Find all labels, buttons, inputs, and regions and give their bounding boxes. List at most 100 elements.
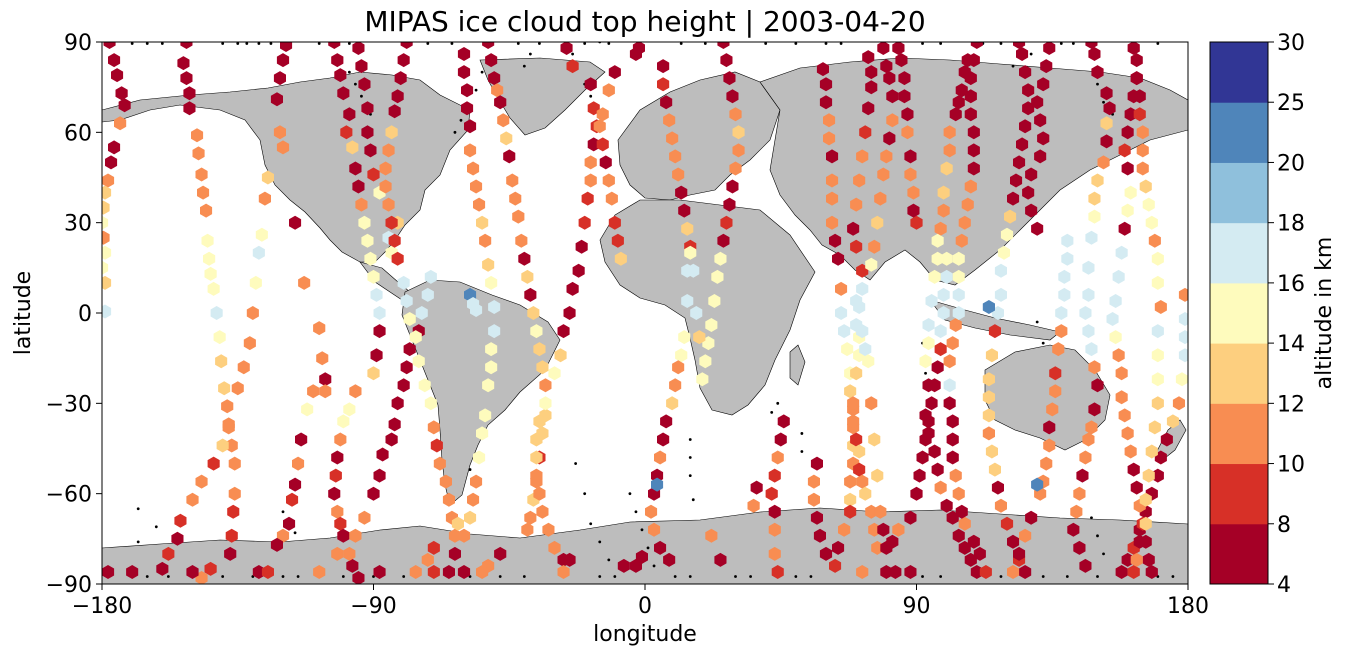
cloud-top-marker bbox=[602, 83, 615, 98]
cloud-top-marker bbox=[461, 101, 474, 116]
cloud-top-marker bbox=[720, 215, 733, 230]
cloud-top-marker bbox=[1025, 167, 1038, 182]
cloud-top-marker bbox=[807, 492, 820, 507]
cloud-top-marker bbox=[515, 233, 528, 248]
cloud-top-marker bbox=[1178, 312, 1188, 326]
colorbar-tick-label: 25 bbox=[1277, 91, 1305, 116]
cloud-top-marker bbox=[186, 565, 199, 579]
cloud-top-marker bbox=[952, 486, 965, 501]
cloud-top-marker bbox=[949, 468, 962, 483]
cloud-top-marker bbox=[224, 546, 237, 561]
cloud-top-marker bbox=[1139, 492, 1152, 507]
cloud-top-marker bbox=[931, 360, 944, 375]
no-cloud-dot bbox=[770, 410, 774, 414]
cloud-top-marker bbox=[883, 71, 896, 86]
cloud-top-marker bbox=[171, 531, 184, 546]
cloud-top-marker bbox=[1127, 462, 1140, 477]
cloud-top-marker bbox=[1160, 432, 1173, 447]
cloud-top-marker bbox=[901, 107, 914, 122]
colorbar-segment bbox=[1210, 463, 1268, 525]
cloud-top-marker bbox=[192, 146, 205, 161]
cloud-top-marker bbox=[1007, 534, 1020, 549]
cloud-top-marker bbox=[200, 203, 213, 218]
cloud-top-marker bbox=[566, 59, 579, 74]
cloud-top-marker bbox=[645, 504, 658, 519]
no-cloud-dot bbox=[800, 450, 804, 453]
cloud-top-marker bbox=[611, 233, 624, 248]
cloud-top-marker bbox=[982, 426, 995, 441]
cloud-top-marker bbox=[548, 540, 561, 555]
cloud-top-marker bbox=[252, 565, 265, 579]
no-cloud-dot bbox=[921, 575, 924, 578]
cloud-top-marker bbox=[102, 260, 109, 275]
cloud-top-marker bbox=[1166, 414, 1179, 429]
no-cloud-dot bbox=[145, 575, 149, 578]
no-cloud-dot bbox=[589, 522, 593, 526]
cloud-top-marker bbox=[922, 426, 935, 441]
cloud-top-marker bbox=[892, 42, 905, 55]
no-cloud-dot bbox=[166, 575, 170, 578]
cloud-top-marker bbox=[807, 474, 820, 489]
cloud-top-marker bbox=[527, 306, 540, 320]
cloud-top-marker bbox=[261, 170, 274, 185]
cloud-top-marker bbox=[934, 221, 947, 236]
cloud-top-marker bbox=[862, 354, 875, 369]
cloud-top-marker bbox=[723, 71, 736, 86]
cloud-top-marker bbox=[388, 104, 401, 119]
cloud-top-marker bbox=[657, 77, 670, 92]
cloud-top-marker bbox=[961, 197, 974, 212]
cloud-top-marker bbox=[473, 197, 486, 212]
no-cloud-dot bbox=[688, 456, 692, 459]
cloud-top-marker bbox=[886, 89, 899, 104]
cloud-top-marker bbox=[678, 203, 691, 218]
cloud-top-marker bbox=[1019, 565, 1032, 579]
cloud-top-marker bbox=[298, 275, 311, 290]
cloud-top-marker bbox=[732, 143, 745, 158]
cloud-top-marker bbox=[1073, 540, 1086, 555]
no-cloud-dot bbox=[598, 575, 602, 578]
cloud-top-marker bbox=[750, 480, 763, 495]
no-cloud-dot bbox=[824, 42, 828, 45]
cloud-top-marker bbox=[403, 312, 416, 326]
cloud-top-marker bbox=[952, 251, 965, 266]
cloud-top-marker bbox=[1145, 565, 1158, 579]
cloud-top-marker bbox=[711, 269, 724, 284]
cloud-top-marker bbox=[1148, 233, 1161, 248]
cloud-top-marker bbox=[370, 348, 383, 363]
cloud-top-marker bbox=[1091, 65, 1104, 80]
cloud-top-marker bbox=[681, 294, 694, 308]
cloud-top-marker bbox=[118, 98, 131, 113]
no-cloud-dot bbox=[1102, 552, 1105, 556]
no-cloud-dot bbox=[236, 42, 240, 45]
no-cloud-dot bbox=[607, 558, 611, 562]
cloud-top-marker bbox=[397, 275, 410, 290]
cloud-top-marker bbox=[1124, 107, 1137, 122]
cloud-top-marker bbox=[427, 540, 440, 555]
no-cloud-dot bbox=[809, 575, 813, 578]
no-cloud-dot bbox=[924, 371, 927, 375]
cloud-top-marker bbox=[826, 191, 839, 206]
cloud-top-marker bbox=[391, 251, 404, 266]
cloud-top-marker bbox=[774, 432, 787, 447]
cloud-top-marker bbox=[509, 191, 522, 206]
cloud-top-marker bbox=[1145, 444, 1158, 459]
cloud-top-marker bbox=[204, 561, 217, 576]
cloud-top-marker bbox=[967, 53, 980, 68]
cloud-top-marker bbox=[521, 522, 534, 537]
cloud-top-marker bbox=[382, 143, 395, 158]
cloud-top-marker bbox=[102, 215, 109, 230]
no-cloud-dot bbox=[498, 575, 502, 578]
cloud-top-marker bbox=[355, 59, 368, 74]
cloud-top-marker bbox=[394, 71, 407, 86]
cloud-top-marker bbox=[207, 281, 220, 296]
cloud-top-marker bbox=[847, 396, 860, 411]
y-tick-label: −90 bbox=[46, 573, 92, 598]
cloud-top-marker bbox=[1145, 215, 1158, 230]
no-cloud-dot bbox=[453, 130, 457, 134]
no-cloud-dot bbox=[688, 438, 692, 441]
cloud-top-marker bbox=[877, 42, 890, 55]
cloud-top-marker bbox=[955, 504, 968, 519]
cloud-top-marker bbox=[940, 498, 953, 513]
cloud-top-marker bbox=[1076, 468, 1089, 483]
